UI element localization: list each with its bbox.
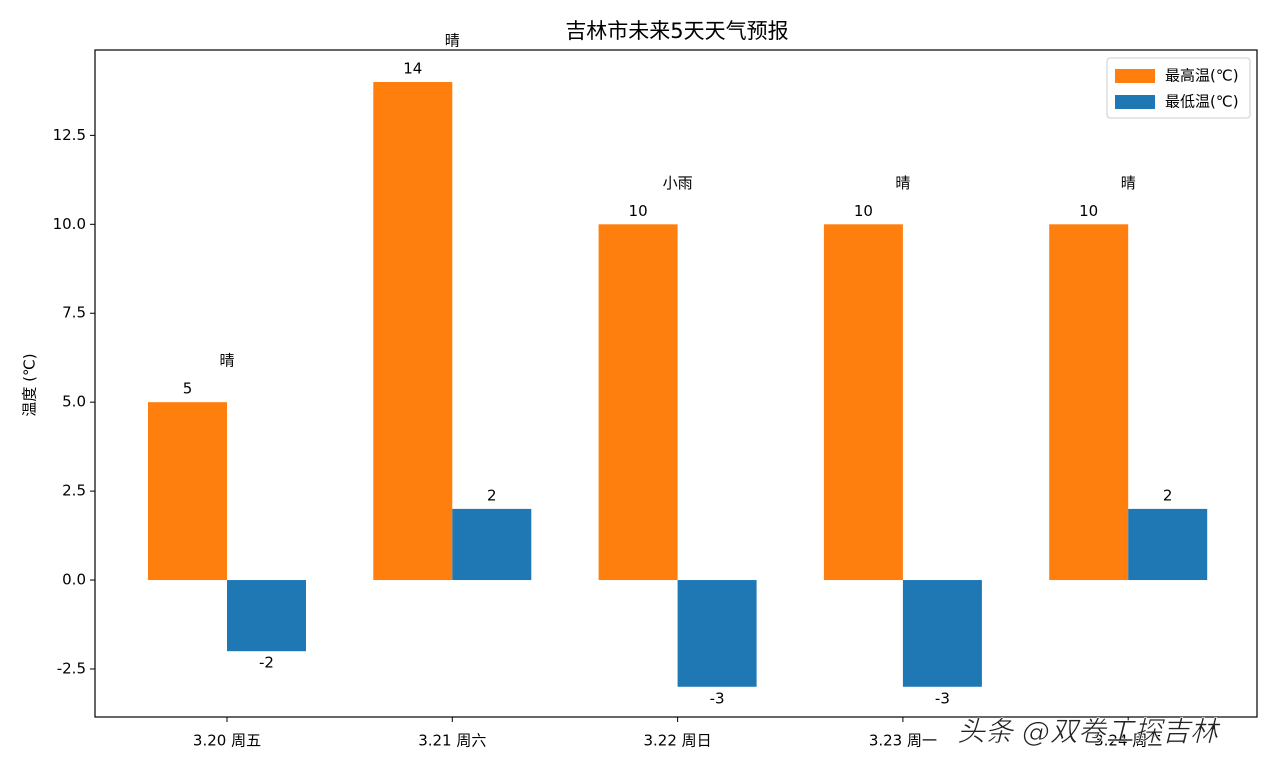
y-axis-label: 温度 (℃)	[21, 353, 39, 416]
bar	[452, 508, 532, 581]
y-tick-label: 0.0	[62, 571, 86, 589]
value-label: 10	[854, 202, 873, 220]
y-tick-label: 12.5	[53, 126, 86, 144]
weather-label: 小雨	[663, 174, 693, 192]
legend: 最高温(℃) 最低温(℃)	[1106, 57, 1251, 119]
value-label: 10	[629, 202, 648, 220]
x-tick-label: 3.24 周二	[1094, 732, 1162, 750]
bar	[598, 224, 678, 581]
weather-label: 晴	[219, 352, 234, 370]
weather-label: 晴	[445, 32, 460, 50]
weather-label: 晴	[895, 174, 910, 192]
value-label: 10	[1079, 202, 1098, 220]
bar	[677, 580, 757, 687]
legend-label: 最高温(℃)	[1165, 67, 1239, 85]
y-tick-label: 7.5	[62, 304, 86, 322]
bar	[148, 402, 227, 581]
bar	[227, 580, 306, 652]
y-tick-label: 10.0	[53, 215, 86, 233]
x-tick-label: 3.21 周六	[418, 732, 486, 750]
y-tick-label: -2.5	[57, 659, 86, 677]
legend-swatch	[1115, 69, 1155, 83]
weather-label: 晴	[1121, 174, 1136, 192]
x-tick-label: 3.22 周日	[644, 732, 712, 750]
bar	[1128, 508, 1208, 581]
value-label: 14	[403, 60, 422, 78]
value-label: -3	[935, 689, 950, 707]
plot-frame	[94, 49, 1258, 718]
value-label: 2	[487, 486, 497, 504]
chart-title: 吉林市未来5天天气预报	[565, 19, 788, 43]
value-label: -3	[710, 689, 725, 707]
plot-area: 5 晴 -2 14 晴 2 10 小雨 -3 10 晴 -3 10 晴 2	[148, 32, 1208, 707]
bar	[823, 224, 903, 581]
watermark: 头条 @双卷工探吉林	[957, 715, 1221, 748]
legend-swatch	[1115, 95, 1155, 109]
value-label: -2	[259, 654, 274, 672]
y-tick-label: 2.5	[62, 482, 86, 500]
value-label: 2	[1163, 486, 1173, 504]
y-tick-label: 5.0	[62, 393, 86, 411]
bar	[1049, 224, 1129, 581]
bar	[373, 82, 453, 581]
x-tick-label: 3.20 周五	[193, 732, 261, 750]
bar	[902, 580, 982, 687]
x-tick-label: 3.23 周一	[869, 732, 937, 750]
value-label: 5	[183, 380, 193, 398]
legend-label: 最低温(℃)	[1165, 93, 1239, 111]
